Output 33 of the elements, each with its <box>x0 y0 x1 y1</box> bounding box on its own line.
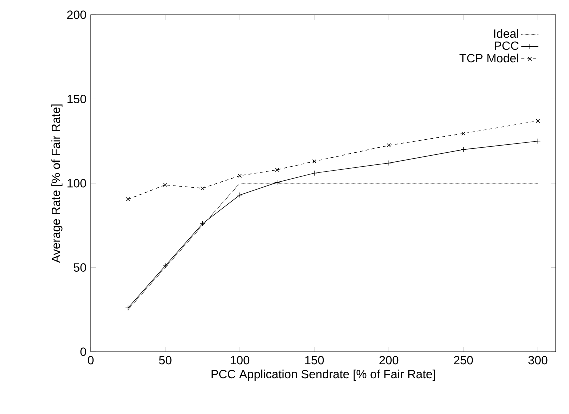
legend-label: PCC <box>495 42 519 50</box>
legend-label: Ideal <box>494 29 518 38</box>
point <box>126 197 130 202</box>
point <box>238 174 242 178</box>
x-axis-title: PCC Application Sendrate [% of Fair Rate] <box>212 370 436 381</box>
x-tick-label: 50 <box>159 356 172 365</box>
x-tick-label: 150 <box>306 356 324 365</box>
y-tick-label: 0 <box>80 348 86 356</box>
x-tick-label: 200 <box>380 356 399 365</box>
x-tick-label: 250 <box>454 356 474 365</box>
point <box>274 180 280 186</box>
point <box>460 147 466 153</box>
point <box>275 168 280 172</box>
point <box>200 186 205 191</box>
x-tick-label: 300 <box>528 356 548 365</box>
point <box>163 183 168 188</box>
point <box>162 263 168 269</box>
point <box>387 144 392 148</box>
point <box>536 119 540 124</box>
y-tick-label: 100 <box>68 179 86 188</box>
y-tick-label: 50 <box>74 264 86 272</box>
point <box>312 160 317 164</box>
point <box>462 132 466 136</box>
point <box>237 192 243 198</box>
point <box>200 221 206 227</box>
x-tick-label: 100 <box>230 356 250 365</box>
legend-label: TCP Model <box>460 54 518 63</box>
y-tick-label: 200 <box>67 10 86 20</box>
y-tick-label: 150 <box>68 95 86 104</box>
point <box>386 160 392 166</box>
y-axis-title: Average Rate [% of Fair Rate] <box>52 104 63 264</box>
x-tick-label: 0 <box>88 356 94 365</box>
point <box>312 170 318 176</box>
